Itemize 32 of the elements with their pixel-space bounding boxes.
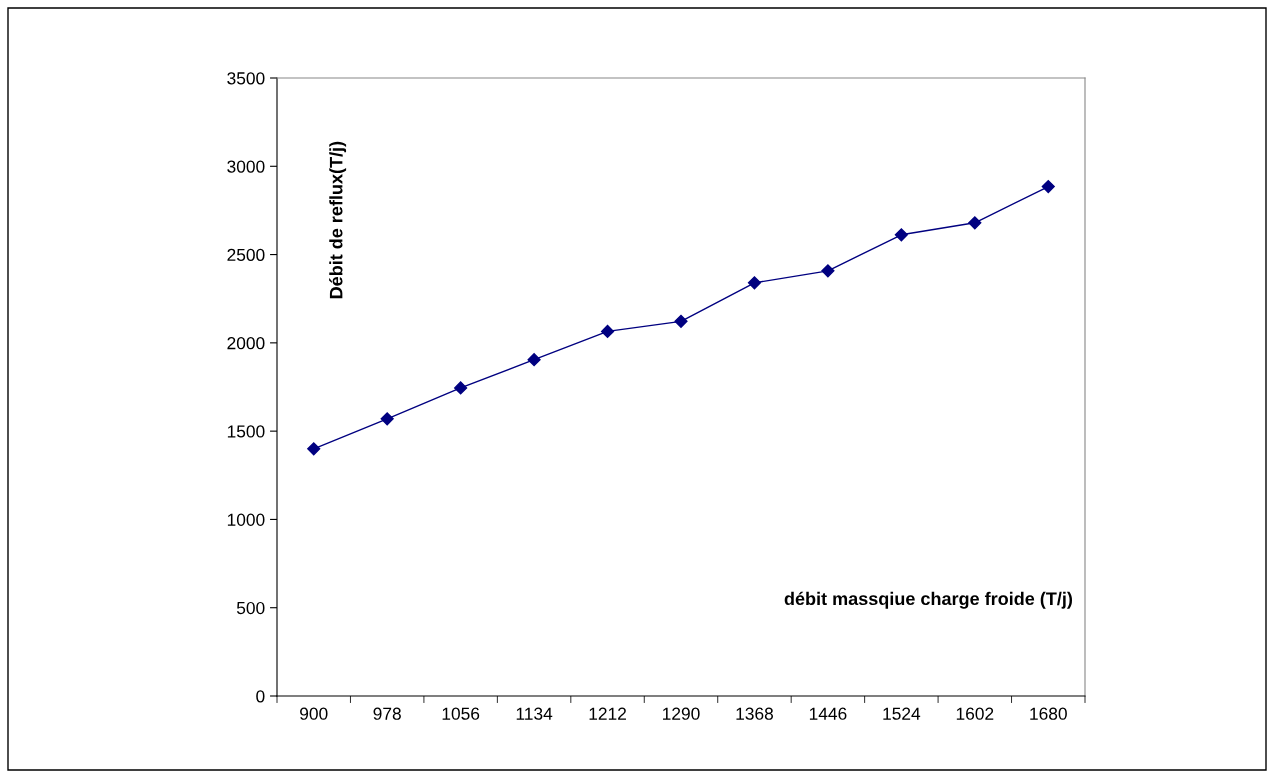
x-tick-label: 1212 [589,707,626,720]
point [821,264,835,278]
x-tick-label: 978 [373,707,401,720]
y-tick-label: 1500 [227,425,265,438]
y-tick-label: 0 [256,690,265,703]
y-tick-label: 3000 [227,160,265,173]
x-tick-label: 1134 [516,707,553,720]
point [454,381,468,395]
point [1041,180,1055,194]
x-tick-label: 1524 [883,707,921,720]
point [527,353,541,367]
y-axis-title: Débit de reflux(T/j) [329,141,347,299]
y-tick-label: 3500 [227,72,265,85]
y-tick-label: 1000 [227,513,265,526]
x-tick-label: 1368 [736,707,774,720]
y-tick-label: 500 [236,601,265,615]
point [968,216,982,230]
point [674,314,688,328]
x-tick-label: 1290 [663,707,700,720]
x-tick-label: 1602 [956,707,994,720]
point [894,228,908,242]
x-tick-label: 1446 [809,707,847,720]
x-tick-label: 900 [300,707,328,720]
point [307,442,321,456]
x-tick-label: 1680 [1030,707,1067,720]
point [600,324,615,338]
x-axis-title: débit massqiue charge froide (T/j) [784,591,1072,609]
y-tick-label: 2000 [227,337,265,350]
x-tick-label: 1056 [442,707,480,720]
point [380,412,394,426]
point [747,276,762,290]
y-tick-label: 2500 [227,248,265,262]
